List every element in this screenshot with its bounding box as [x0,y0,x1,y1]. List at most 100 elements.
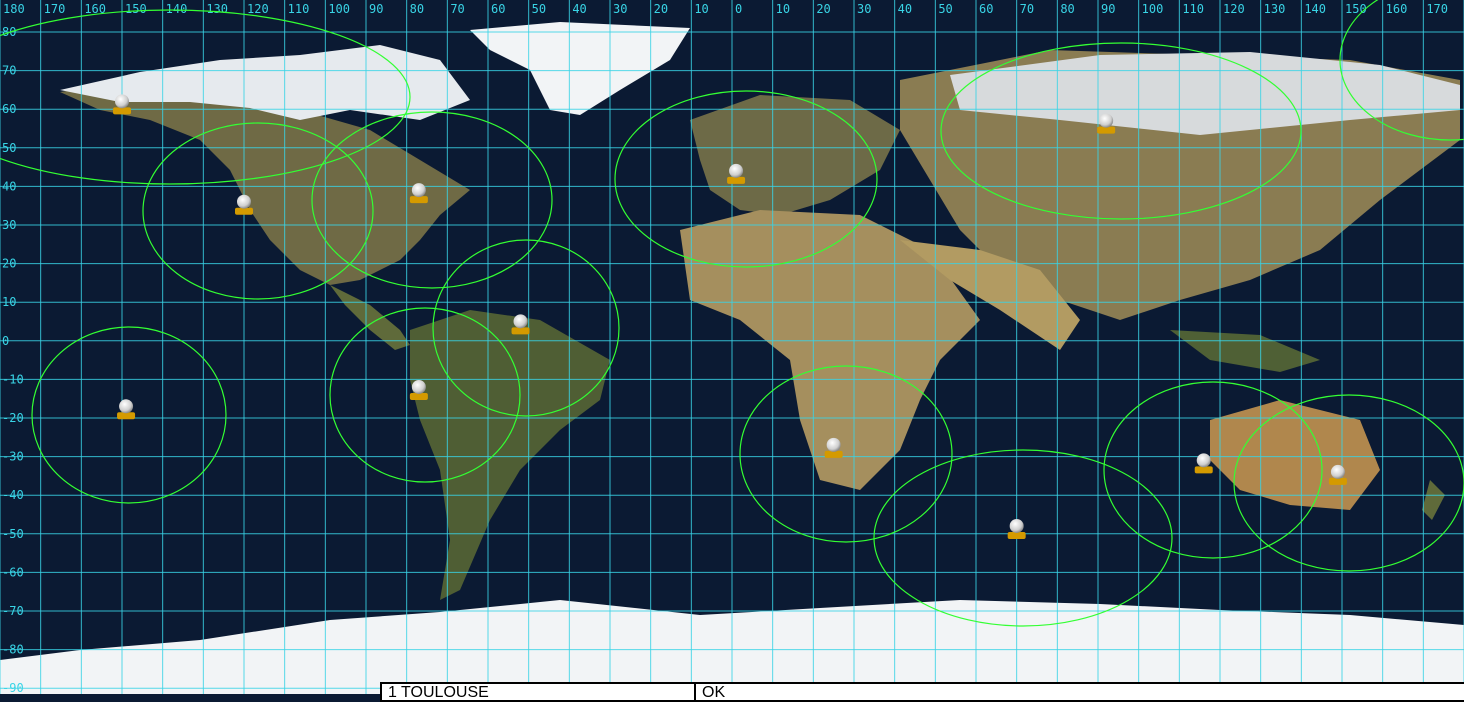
radome-icon [411,379,426,394]
longitude-label: 80 [410,2,424,16]
europe-land [690,95,900,215]
longitude-label: 70 [450,2,464,16]
latitude-label: -70 [2,604,24,618]
station-toulouse[interactable] [727,163,746,184]
latitude-label: -50 [2,527,24,541]
longitude-label: 40 [898,2,912,16]
station-brazil-north[interactable] [511,314,530,335]
coverage-wrap-east [1339,0,1464,141]
station-base [511,327,530,335]
longitude-label: 180 [3,2,25,16]
station-kerguelen[interactable] [1007,518,1026,539]
station-base [1097,126,1116,134]
coverage-east-australia [1233,394,1464,572]
latitude-label: -80 [2,643,24,657]
station-base [824,450,843,458]
station-base [1194,466,1213,474]
station-siberia[interactable] [1097,113,1116,134]
longitude-label: 70 [1020,2,1034,16]
latitude-label: -10 [2,372,24,386]
longitude-label: 20 [816,2,830,16]
radome-icon [115,94,129,109]
latitude-label: 30 [2,218,16,232]
station-base [117,412,136,420]
station-state-cell: OK [702,684,726,700]
radome-icon [826,437,841,452]
station-east-us[interactable] [409,183,428,204]
radome-icon [1196,453,1211,468]
longitude-label: 60 [491,2,505,16]
latitude-label: -40 [2,488,24,502]
longitude-label: 150 [1345,2,1367,16]
longitude-label: 30 [613,2,627,16]
latitude-label: 20 [2,257,16,271]
longitude-label: 130 [1264,2,1286,16]
longitude-label: 40 [572,2,586,16]
station-peru[interactable] [409,379,428,400]
longitude-label: 10 [776,2,790,16]
latitude-label: -30 [2,450,24,464]
radome-icon [1099,113,1114,128]
latitude-label: 50 [2,141,16,155]
latitude-label: -20 [2,411,24,425]
coverage-circles [0,0,1464,627]
station-base [113,107,131,115]
latitude-label: 60 [2,102,16,116]
longitude-label: 10 [694,2,708,16]
north-america-land [60,80,470,285]
longitude-label: 140 [1304,2,1326,16]
coverage-alaska [0,9,411,185]
longitude-label: 20 [654,2,668,16]
longitude-label: 0 [735,2,742,16]
latitude-labels: 80706050403020100-10-20-30-40-50-60-70-8… [2,25,24,694]
latitude-label: 0 [2,334,9,348]
radome-icon [119,399,134,414]
coverage-brazil [432,239,620,417]
longitude-label: 80 [1060,2,1074,16]
station-california[interactable] [235,194,253,215]
greenland-ice [470,22,690,115]
longitude-label: 90 [369,2,383,16]
longitude-label: 50 [938,2,952,16]
station-alaska[interactable] [113,94,131,115]
arabia-india-land [900,240,1080,350]
longitude-label: 140 [166,2,188,16]
longitude-label: 100 [328,2,350,16]
longitude-label: 150 [125,2,147,16]
central-america-land [330,285,410,350]
new-zealand-land [1422,480,1445,520]
latitude-label: 40 [2,179,16,193]
radome-icon [729,163,744,178]
longitude-label: 170 [1426,2,1448,16]
radome-icon [513,314,528,329]
longitude-label: 100 [1142,2,1164,16]
ground-stations[interactable] [113,94,1347,539]
longitude-label: 170 [44,2,66,16]
station-base [1007,531,1026,539]
longitude-label: 120 [1223,2,1245,16]
longitude-label: 130 [206,2,228,16]
south-america-land [410,310,610,600]
siberia-ice [950,52,1460,135]
station-pacific[interactable] [117,399,136,420]
longitude-label: 160 [84,2,106,16]
coverage-kerguelen [873,449,1173,627]
radome-icon [411,183,426,198]
coverage-west-australia [1103,381,1323,559]
latitude-label: 70 [2,64,16,78]
status-bar: 1 TOULOUSE OK [380,682,1464,702]
radome-icon [1330,464,1345,479]
longitude-label: 110 [288,2,310,16]
station-name-cell: 1 TOULOUSE [382,684,696,700]
africa-land [680,210,980,490]
station-west-australia[interactable] [1194,453,1213,474]
coverage-siberia [940,42,1302,220]
station-east-australia[interactable] [1328,464,1347,485]
station-south-africa[interactable] [824,437,843,458]
coverage-peru [329,307,521,483]
coverage-california [142,122,374,300]
station-base [235,207,253,215]
longitude-label: 60 [979,2,993,16]
